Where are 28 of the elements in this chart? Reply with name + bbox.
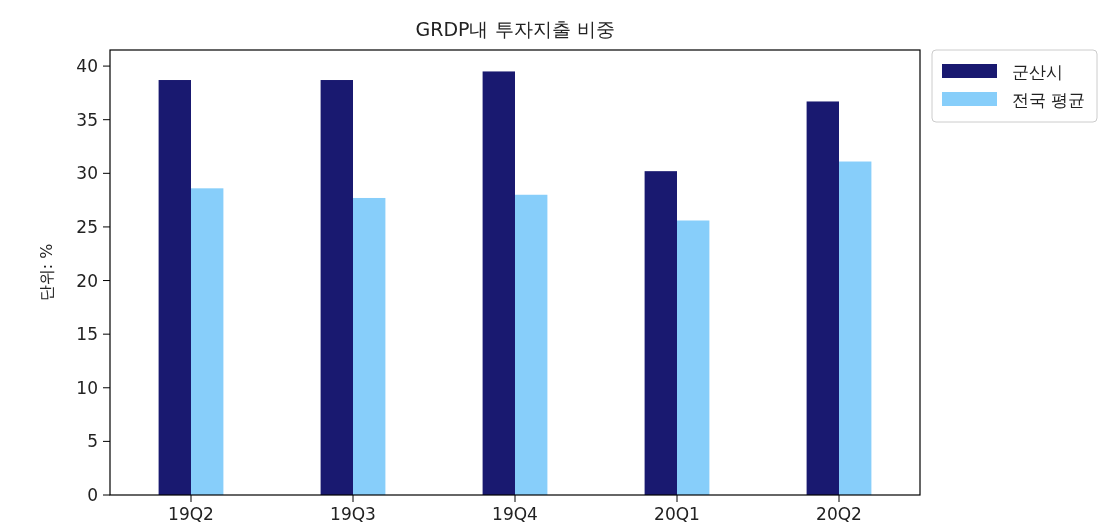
legend-label: 전국 평균 — [1012, 90, 1086, 110]
bar — [353, 197, 386, 495]
bar — [644, 171, 677, 495]
bar — [191, 188, 224, 495]
bar — [677, 220, 710, 495]
bar — [515, 194, 548, 495]
bar — [158, 80, 191, 495]
y-tick-label: 5 — [87, 431, 98, 452]
y-tick-label: 25 — [76, 216, 98, 237]
bar — [482, 71, 515, 495]
y-tick-label: 30 — [76, 163, 98, 184]
y-tick-label: 10 — [76, 377, 98, 398]
x-tick-label: 19Q3 — [330, 504, 376, 524]
y-axis-title: 단위: % — [37, 243, 56, 302]
x-tick-label: 19Q4 — [492, 504, 538, 524]
y-tick-label: 35 — [76, 109, 98, 130]
x-tick-label: 19Q2 — [168, 504, 214, 524]
y-tick-label: 20 — [76, 270, 98, 291]
bar — [839, 161, 872, 495]
x-tick-label: 20Q2 — [816, 504, 862, 524]
legend-label: 군산시 — [1012, 62, 1063, 82]
bar — [806, 101, 839, 495]
y-tick-label: 40 — [76, 56, 98, 77]
bar — [320, 80, 353, 495]
y-tick-label: 15 — [76, 324, 98, 345]
x-tick-label: 20Q1 — [654, 504, 700, 524]
y-tick-label: 0 — [87, 485, 98, 505]
chart-title: GRDP내 투자지출 비중 — [415, 18, 615, 40]
